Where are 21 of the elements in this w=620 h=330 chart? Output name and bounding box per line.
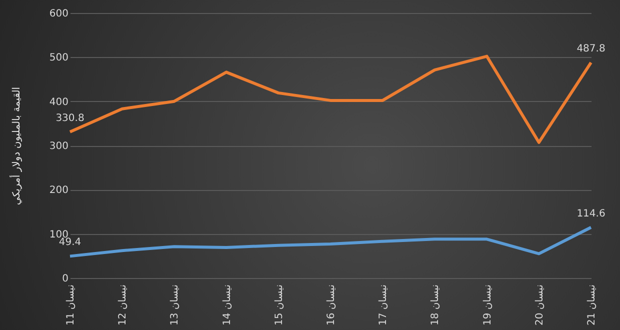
- data-label: 114.6: [576, 208, 606, 220]
- x-tick-label: 12 نيسان: [118, 284, 129, 326]
- y-axis-title: القيمة بالمليون دولار أمريكي: [9, 86, 22, 206]
- y-tick-label: 500: [49, 52, 68, 64]
- y-tick-label: 200: [49, 185, 68, 196]
- x-tick-label: 14 نيسان: [222, 284, 233, 326]
- x-tick-label: 18 نيسان: [430, 284, 442, 326]
- x-tick-label: 20 نيسان: [534, 284, 546, 326]
- y-tick-label: 400: [49, 96, 68, 108]
- x-tick-label: 16 نيسان: [326, 284, 337, 326]
- y-tick-label: 600: [49, 8, 68, 20]
- x-tick-label: 17 نيسان: [378, 284, 390, 326]
- x-tick-label: 11 نيسان: [66, 284, 76, 326]
- x-tick-label: 15 نيسان: [274, 284, 285, 326]
- y-tick-label: 300: [49, 141, 68, 152]
- data-label: 330.8: [56, 112, 84, 124]
- data-label: 487.8: [576, 44, 606, 55]
- x-tick-label: 19 نيسان: [482, 284, 494, 326]
- x-tick-label: 21 نيسان: [586, 284, 598, 326]
- y-tick-label: 0: [62, 274, 68, 284]
- x-tick-label: 13 نيسان: [170, 284, 181, 326]
